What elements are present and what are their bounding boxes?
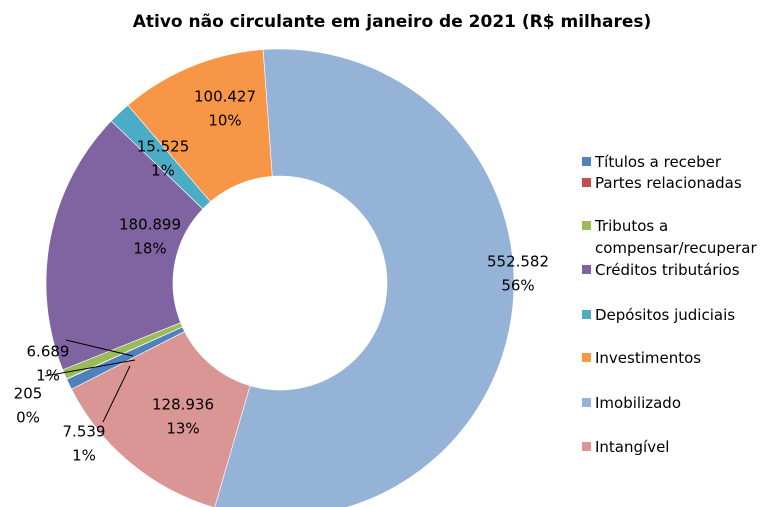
legend-item: Tributos a compensar/recuperar	[582, 215, 770, 259]
data-label: 13%	[166, 420, 199, 438]
leader-line	[65, 339, 134, 357]
legend-label: Investimentos	[595, 349, 702, 367]
leader-line	[102, 365, 131, 423]
chart-title: Ativo não circulante em janeiro de 2021 …	[133, 12, 652, 32]
legend-label: Imobilizado	[595, 394, 682, 412]
legend-label: Partes relacionadas	[595, 174, 742, 192]
legend-swatch	[582, 178, 591, 187]
legend-item: Depósitos judiciais	[582, 304, 770, 326]
legend-label: Depósitos judiciais	[595, 306, 736, 324]
data-label: 7.539	[63, 423, 106, 441]
data-label: 1%	[72, 447, 96, 465]
donut-slice	[45, 120, 204, 371]
data-label: 1%	[36, 367, 60, 385]
legend-swatch	[582, 442, 591, 451]
data-label: 6.689	[27, 343, 70, 361]
legend-label: Tributos a compensar/recuperar	[595, 217, 757, 257]
data-label: 15.525	[137, 138, 190, 156]
donut-slice	[214, 48, 515, 507]
legend-item: Créditos tributários	[582, 259, 770, 281]
data-label: 10%	[208, 112, 241, 130]
legend-swatch	[582, 398, 591, 407]
data-label: 18%	[133, 240, 166, 258]
legend-swatch	[582, 353, 591, 362]
data-label: 1%	[151, 162, 175, 180]
legend-item: Imobilizado	[582, 392, 770, 414]
data-label: 0%	[16, 409, 40, 427]
legend-swatch	[582, 157, 591, 166]
data-label: 552.582	[487, 253, 549, 271]
legend-label: Créditos tributários	[595, 261, 740, 279]
data-label: 205	[14, 385, 43, 403]
legend-item: Partes relacionadas	[582, 172, 770, 194]
data-label: 56%	[501, 277, 534, 295]
legend-label: Intangível	[595, 438, 670, 456]
legend-item: Intangível	[582, 436, 770, 458]
leader-line	[44, 359, 136, 377]
data-label: 128.936	[152, 396, 214, 414]
donut-slice	[71, 331, 251, 507]
legend-label: Títulos a receber	[595, 153, 722, 171]
legend-item: Investimentos	[582, 347, 770, 369]
data-label: 180.899	[119, 216, 181, 234]
legend-item: Títulos a receber	[582, 151, 770, 173]
data-label: 100.427	[194, 88, 256, 106]
legend-swatch	[582, 310, 591, 319]
legend-swatch	[582, 265, 591, 274]
legend-swatch	[582, 221, 591, 230]
